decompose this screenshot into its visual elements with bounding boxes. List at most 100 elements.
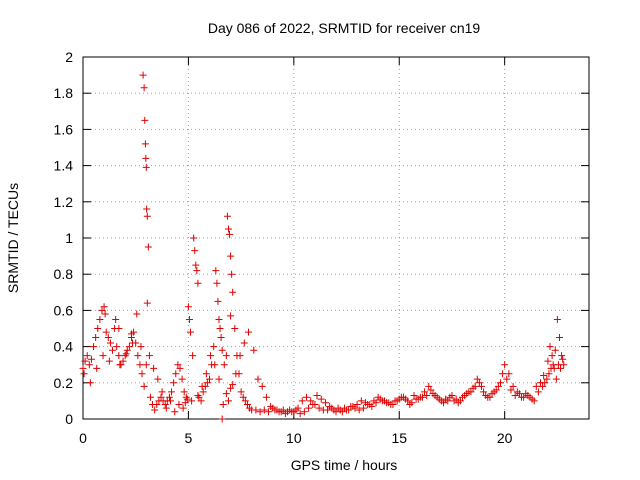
x-axis: 0 5 10 15 20 xyxy=(79,57,513,446)
chart-title: Day 086 of 2022, SRMTID for receiver cn1… xyxy=(208,20,481,36)
y-tick-label: 2 xyxy=(65,49,73,65)
data-point xyxy=(271,406,279,414)
data-point xyxy=(191,247,199,255)
data-point xyxy=(298,397,306,405)
data-point xyxy=(195,393,203,401)
data-point xyxy=(151,406,159,414)
data-point xyxy=(385,399,393,407)
data-point xyxy=(555,334,563,342)
data-point xyxy=(150,364,158,372)
data-point xyxy=(171,408,179,416)
data-point xyxy=(427,386,435,394)
data-point xyxy=(353,401,361,409)
data-point xyxy=(499,370,507,378)
data-point xyxy=(475,379,483,387)
data-point xyxy=(465,388,473,396)
data-points xyxy=(79,71,568,423)
data-point xyxy=(254,375,262,383)
data-point xyxy=(101,310,109,318)
data-point xyxy=(393,397,401,405)
data-point xyxy=(170,379,178,387)
data-point xyxy=(213,279,221,287)
data-point xyxy=(210,343,218,351)
data-point xyxy=(168,388,176,396)
data-point xyxy=(190,234,198,242)
data-point xyxy=(172,370,180,378)
data-point xyxy=(127,330,135,338)
data-point xyxy=(496,379,504,387)
data-point xyxy=(178,375,186,383)
data-point xyxy=(423,391,431,399)
data-point xyxy=(501,361,509,369)
data-point xyxy=(166,397,174,405)
x-tick-label: 5 xyxy=(185,430,193,446)
data-point xyxy=(509,382,517,390)
data-point xyxy=(162,404,170,412)
data-point xyxy=(245,328,253,336)
data-point xyxy=(402,395,410,403)
data-point xyxy=(224,225,232,233)
y-tick-label: 1.8 xyxy=(54,85,74,101)
data-point xyxy=(275,408,283,416)
data-point xyxy=(410,391,418,399)
data-point xyxy=(158,388,166,396)
data-point xyxy=(232,370,240,378)
data-point xyxy=(243,401,251,409)
data-point xyxy=(125,343,133,351)
data-point xyxy=(389,401,397,409)
data-point xyxy=(187,328,195,336)
data-point xyxy=(550,364,558,372)
data-point xyxy=(292,406,300,414)
data-point xyxy=(194,391,202,399)
data-point xyxy=(551,346,559,354)
data-point xyxy=(140,382,148,390)
data-point xyxy=(141,140,149,148)
data-point xyxy=(480,388,488,396)
data-point xyxy=(359,404,367,412)
data-point xyxy=(83,352,91,360)
data-point xyxy=(112,315,120,323)
data-point xyxy=(267,402,275,410)
data-point xyxy=(540,372,548,380)
data-point xyxy=(558,352,566,360)
data-point xyxy=(217,334,225,342)
data-point xyxy=(236,352,244,360)
data-point xyxy=(260,406,268,414)
y-tick-label: 1 xyxy=(65,230,73,246)
data-point xyxy=(198,382,206,390)
data-point xyxy=(199,388,207,396)
data-point xyxy=(397,393,405,401)
data-point xyxy=(237,388,245,396)
data-point xyxy=(227,252,235,260)
data-point xyxy=(368,402,376,410)
data-point xyxy=(184,303,192,311)
data-point xyxy=(494,382,502,390)
data-point xyxy=(532,382,540,390)
data-point xyxy=(219,401,227,409)
data-point xyxy=(119,357,127,365)
data-point xyxy=(192,261,200,269)
data-point xyxy=(165,393,173,401)
data-point xyxy=(86,379,94,387)
data-point xyxy=(338,408,346,416)
data-point xyxy=(96,315,104,323)
data-point xyxy=(262,393,270,401)
x-tick-label: 20 xyxy=(497,430,513,446)
data-point xyxy=(228,270,236,278)
data-point xyxy=(414,395,422,403)
data-point xyxy=(94,325,102,332)
data-point xyxy=(207,352,215,360)
data-point xyxy=(431,391,439,399)
data-point xyxy=(194,279,202,287)
data-point xyxy=(133,310,141,318)
data-point xyxy=(557,364,565,372)
data-point xyxy=(461,391,469,399)
x-tick-label: 15 xyxy=(391,430,407,446)
data-point xyxy=(548,352,556,360)
data-point xyxy=(154,375,162,383)
y-tick-label: 0.4 xyxy=(54,339,74,355)
data-point xyxy=(448,391,456,399)
data-point xyxy=(351,404,359,412)
data-point xyxy=(296,410,304,418)
